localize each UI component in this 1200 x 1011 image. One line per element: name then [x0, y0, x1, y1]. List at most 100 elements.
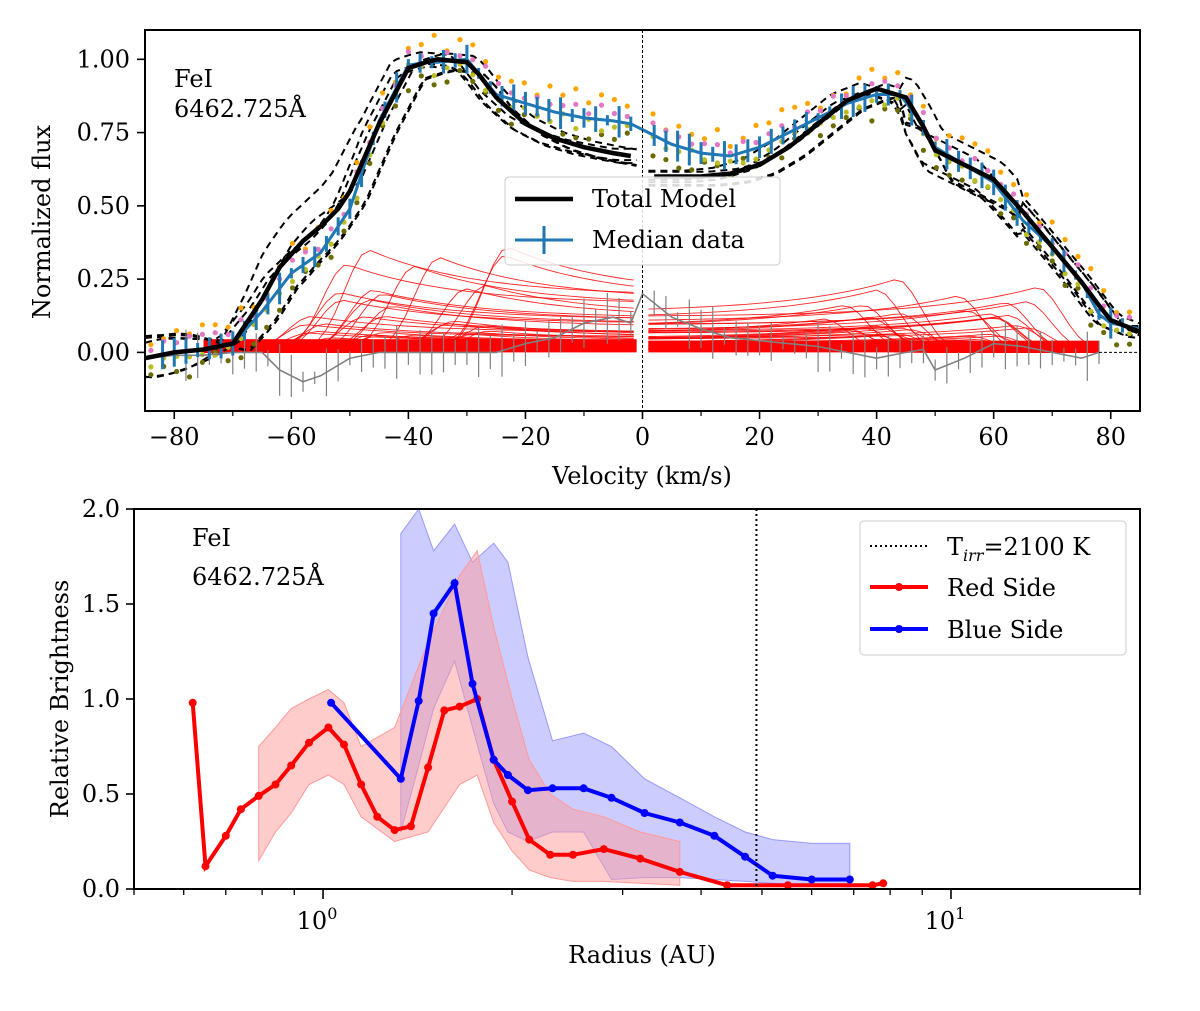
- red-side-point: [357, 780, 366, 789]
- observation-dot: [289, 285, 296, 291]
- observation-dot: [328, 254, 334, 260]
- observation-dot: [959, 177, 965, 183]
- observation-dot: [792, 104, 798, 110]
- component-line-red-side: [648, 314, 1097, 353]
- observation-dot: [701, 157, 708, 163]
- top-panel: −80 −60 −40 −20 0 20 40 60 80 0.00 0.25 0.50 0.75 1.0…: [28, 29, 1141, 490]
- red-side-point: [221, 831, 230, 840]
- observation-dot: [727, 143, 733, 149]
- bottom-ticks: 0.0 0.5 1.0 1.5 2.0 100 101: [82, 495, 1141, 935]
- observation-dot: [174, 328, 180, 334]
- observation-dot: [470, 42, 476, 48]
- model-sample-dashed-red: [648, 76, 1141, 325]
- red-side-point: [675, 867, 684, 876]
- red-side-point: [440, 706, 449, 715]
- legend-blue-side-label: Blue Side: [947, 616, 1063, 644]
- bottom-series-group: [188, 509, 888, 889]
- component-line-red-side: [648, 301, 1097, 352]
- observation-dot: [1126, 331, 1133, 337]
- observation-dot: [148, 347, 154, 353]
- observation-dot: [740, 155, 746, 161]
- legend-total-model-label: Total Model: [592, 185, 736, 213]
- bottom-y-tick-label: 1.0: [82, 685, 120, 713]
- observation-dot: [508, 78, 514, 84]
- observation-dot: [1126, 314, 1133, 320]
- observation-dot: [444, 49, 450, 56]
- red-side-point: [271, 780, 280, 789]
- observation-dot: [444, 79, 450, 85]
- observation-dot: [573, 135, 579, 141]
- observation-dot: [573, 101, 579, 107]
- observation-dot: [740, 138, 746, 145]
- red-side-point: [406, 822, 415, 831]
- observation-dot: [830, 114, 836, 120]
- observation-dot: [1088, 308, 1094, 314]
- blue-side-point: [396, 774, 405, 783]
- observation-dot: [624, 130, 630, 136]
- observation-dot: [1023, 240, 1030, 246]
- observation-dot: [1075, 262, 1081, 268]
- observation-dot: [238, 317, 244, 323]
- observation-dot: [1062, 271, 1068, 277]
- blue-side-point: [607, 793, 616, 802]
- observation-dot: [1036, 244, 1042, 250]
- observation-dot: [418, 73, 424, 79]
- observation-dot: [470, 78, 476, 84]
- observation-dot: [1088, 322, 1094, 328]
- red-side-point: [783, 881, 792, 889]
- observation-dot: [354, 200, 360, 206]
- observation-dot: [1101, 323, 1107, 329]
- observation-dot: [289, 240, 296, 246]
- observation-dot: [920, 109, 927, 116]
- top-x-tick-label: −60: [266, 423, 317, 451]
- observation-dot: [212, 322, 218, 328]
- observation-dot: [560, 92, 566, 98]
- blue-side-point: [640, 809, 649, 817]
- observation-dot: [457, 67, 463, 74]
- observation-dot: [186, 333, 193, 339]
- observation-dot: [289, 257, 296, 263]
- top-y-tick-label: 0.00: [77, 338, 130, 366]
- red-side-point: [525, 835, 534, 844]
- blue-side-point: [845, 875, 854, 884]
- observation-dot: [405, 88, 411, 94]
- red-side-point: [373, 812, 382, 821]
- observation-dot: [148, 342, 154, 348]
- top-legend: Total Model Median data: [504, 176, 781, 266]
- red-side-uncertainty-band: [258, 549, 681, 886]
- red-side-point: [390, 826, 399, 835]
- observation-dot: [611, 124, 618, 130]
- observation-dot: [483, 59, 489, 65]
- observation-dot: [302, 249, 308, 255]
- observation-dot: [933, 165, 939, 171]
- observation-dot: [560, 131, 566, 137]
- red-side-point: [568, 850, 577, 859]
- observation-dot: [199, 359, 205, 365]
- red-side-point: [201, 862, 210, 871]
- observation-dot: [701, 136, 708, 142]
- observation-dot: [1011, 215, 1017, 221]
- blue-side-point: [807, 875, 816, 884]
- bottom-legend-box: [859, 520, 1127, 656]
- observation-dot: [225, 324, 231, 330]
- observation-dot: [972, 178, 978, 184]
- red-side-point: [455, 702, 464, 711]
- observation-dot: [367, 124, 373, 130]
- observation-dot: [199, 331, 205, 337]
- observation-dot: [624, 103, 630, 109]
- observation-dot: [1126, 341, 1133, 347]
- observation-dot: [1011, 191, 1017, 197]
- observation-dot: [1049, 258, 1055, 264]
- bottom-y-tick-label: 2.0: [82, 495, 120, 523]
- component-line-red-side: [648, 287, 1097, 350]
- blue-side-point: [503, 771, 512, 779]
- observation-dot: [895, 83, 901, 89]
- top-y-tick-label: 0.25: [77, 265, 130, 293]
- blue-side-point: [468, 679, 477, 688]
- top-annotation-wavelength: 6462.725Å: [174, 94, 307, 123]
- top-x-tick-label: −80: [149, 423, 200, 451]
- component-lines: [203, 247, 1100, 353]
- observation-dot: [650, 111, 656, 117]
- observation-dot: [856, 104, 862, 110]
- red-side-point: [723, 881, 732, 889]
